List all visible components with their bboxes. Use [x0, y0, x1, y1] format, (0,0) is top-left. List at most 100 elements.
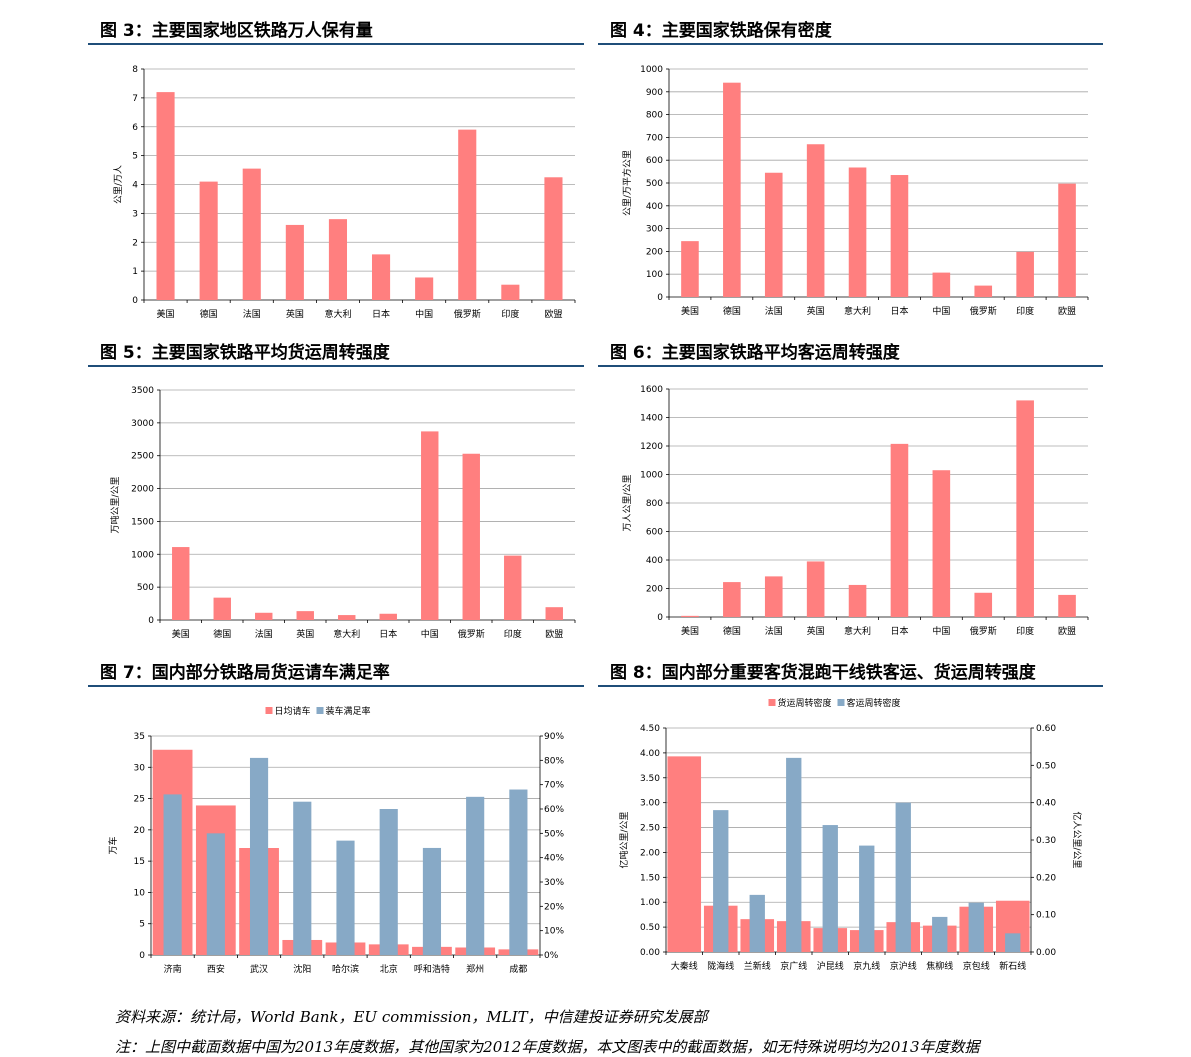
x-tick-label: 呼和浩特	[414, 963, 450, 975]
y-tick-label: 1000	[131, 550, 154, 560]
bar	[848, 584, 867, 617]
x-tick-label: 济南	[164, 963, 182, 975]
bar	[415, 277, 434, 300]
bar	[932, 272, 951, 297]
bar-series-1	[667, 756, 702, 952]
y-tick-label-right: 0.30	[1036, 836, 1056, 846]
y-tick-label-right: 90%	[544, 732, 564, 742]
x-tick-label: 俄罗斯	[454, 308, 481, 320]
x-tick-label: 俄罗斯	[970, 625, 997, 637]
bar	[545, 607, 563, 620]
x-tick-label: 日本	[372, 308, 390, 320]
x-tick-label: 日本	[890, 305, 908, 317]
legend-label: 货运周转密度	[778, 697, 832, 709]
x-tick-label: 陇海线	[707, 960, 734, 972]
legend-label: 客运周转密度	[847, 697, 901, 709]
y-tick-label-right: 0%	[544, 951, 559, 961]
y-tick-label-right: 0.50	[1036, 761, 1056, 771]
bar	[974, 592, 993, 617]
x-tick-label: 焦柳线	[926, 960, 953, 972]
x-tick-label: 郑州	[466, 963, 484, 975]
figure-8-chart: 0.00 0.50 1.00 1.50 2.00 2.50 3.00 3.50 4.00 4.50…	[618, 697, 1083, 972]
bar-series-2	[822, 825, 838, 952]
x-tick-label: 日本	[890, 625, 908, 637]
bar	[1016, 400, 1034, 617]
x-tick-label: 意大利	[324, 308, 351, 320]
bar	[338, 615, 356, 620]
y-tick-label: 3000	[131, 419, 154, 429]
bar-series-2	[932, 916, 948, 952]
x-tick-label: 日本	[379, 628, 397, 640]
figure-5-panel: 图 5：主要国家铁路平均货运周转强度 0 500 1000 1500 2000 2500 3…	[88, 322, 584, 642]
y-tick-label: 1600	[640, 385, 663, 395]
bar-series-2	[1005, 933, 1021, 952]
bar-series-2	[749, 894, 765, 952]
y-tick-label: 20	[134, 826, 146, 836]
y-tick-label: 30	[134, 763, 146, 773]
bar	[501, 284, 520, 300]
x-tick-label: 美国	[157, 308, 175, 320]
y-tick-label: 6	[132, 123, 138, 133]
bar	[681, 241, 699, 297]
y-tick-label: 5	[139, 920, 145, 930]
bar	[723, 582, 741, 617]
bar	[890, 175, 909, 297]
x-tick-label: 德国	[213, 628, 231, 640]
y-tick-label: 2000	[131, 485, 154, 495]
bar	[848, 167, 867, 297]
x-tick-label: 京广线	[780, 960, 807, 972]
figure-3-title: 图 3：主要国家地区铁路万人保有量	[100, 21, 373, 41]
y-tick-label: 0	[657, 613, 663, 623]
x-tick-label: 德国	[200, 308, 218, 320]
x-tick-label: 欧盟	[545, 628, 563, 640]
legend-swatch	[316, 707, 324, 714]
x-tick-label: 成都	[509, 963, 527, 975]
y-tick-label: 0.50	[640, 923, 660, 933]
y-tick-label: 800	[646, 499, 663, 509]
y-axis-label: 万吨公里/公里	[109, 476, 121, 533]
bar	[285, 224, 304, 300]
y-tick-label: 500	[646, 179, 663, 189]
figure-6-panel: 图 6：主要国家铁路平均客运周转强度 0 200 400 600 800 1000 1200…	[598, 322, 1103, 642]
bar-series-2	[206, 833, 225, 955]
x-tick-label: 印度	[501, 308, 519, 320]
y-tick-label: 4.00	[640, 749, 660, 759]
x-tick-label: 俄罗斯	[458, 628, 485, 640]
y-tick-label: 0	[139, 951, 145, 961]
bar	[213, 597, 231, 620]
figure-8-panel: 图 8：国内部分重要客货混跑干线铁客运、货运周转强度 0.00 0.50 1.00 1…	[598, 642, 1103, 982]
bar-series-2	[466, 796, 485, 955]
y-axis-label: 亿吨公里/公里	[618, 811, 630, 868]
y-tick-label: 10	[134, 888, 146, 898]
bar	[296, 611, 314, 620]
y-tick-label-right: 40%	[544, 854, 564, 864]
bar-series-2	[336, 840, 355, 955]
x-tick-label: 意大利	[844, 625, 871, 637]
y-tick-label: 3500	[131, 386, 154, 396]
x-tick-label: 欧盟	[544, 308, 562, 320]
x-tick-label: 新石线	[999, 960, 1026, 972]
x-tick-label: 美国	[681, 625, 699, 637]
bar-series-2	[859, 845, 875, 952]
y-tick-label-right: 50%	[544, 829, 564, 839]
y-tick-label: 2	[132, 238, 138, 248]
y-tick-label: 2.00	[640, 848, 660, 858]
x-tick-label: 德国	[723, 305, 741, 317]
figure-3-rule	[88, 43, 584, 45]
x-tick-label: 武汉	[250, 963, 268, 975]
y-tick-label-right: 30%	[544, 878, 564, 888]
y-tick-label: 0	[148, 616, 154, 626]
bar-series-2	[509, 789, 528, 955]
figure-5-title: 图 5：主要国家铁路平均货运周转强度	[100, 343, 390, 363]
bar	[242, 168, 261, 300]
x-tick-label: 法国	[243, 308, 261, 320]
x-tick-label: 沪昆线	[817, 960, 844, 972]
x-tick-label: 沈阳	[293, 963, 311, 975]
x-tick-label: 英国	[296, 628, 314, 640]
y-tick-label: 15	[134, 857, 145, 867]
y-tick-label: 300	[646, 225, 663, 235]
